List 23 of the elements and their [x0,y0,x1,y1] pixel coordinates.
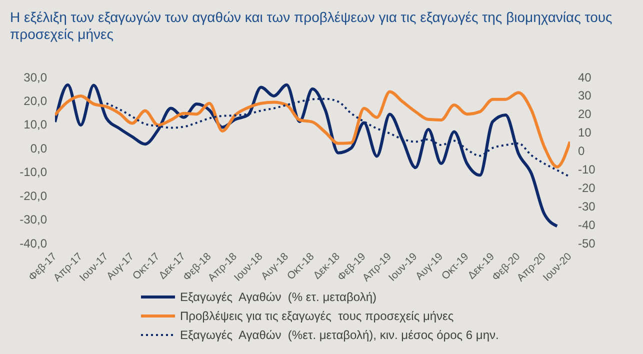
y2-tick-label: 30 [578,88,592,103]
y2-tick-label: 10 [578,126,592,140]
y2-tick-label: 20 [578,107,592,122]
y2-tick-label: -50 [578,236,596,250]
y-tick-label: 0,0 [30,141,48,156]
y-tick-label: -10,0 [20,165,48,180]
legend-label: Εξαγωγές Αγαθών (%ετ. μεταβολή), κιν. μέσος όρος 6 μην. [180,328,499,342]
y-tick-label: 20,0 [24,94,48,108]
y2-tick-label: -20 [578,180,596,195]
legend-label: Εξαγωγές Αγαθών (% ετ. μεταβολή) [180,290,376,304]
line-series [55,90,570,168]
y-tick-label: -40,0 [20,236,48,250]
legend-label: Προβλέψεις για τις εξαγωγές τους προσεχείς μήνες [180,308,454,322]
y-tick-label: 30,0 [24,70,48,84]
y2-tick-label: -10 [578,162,596,176]
y-tick-label: -20,0 [20,188,48,203]
y-tick-label: 10,0 [24,118,48,132]
y2-tick-label: -40 [578,218,596,232]
y2-tick-label: -30 [578,199,596,214]
y-tick-label: -30,0 [20,212,48,227]
chart-title: Η εξέλιξη των εξαγωγών των αγαθών και των προβλέψεων για τις εξαγωγές της βιομηχανίας τους προσεχείς μήνες [10,9,614,43]
y2-tick-label: 0 [578,144,585,158]
y2-tick-label: 40 [578,70,592,84]
